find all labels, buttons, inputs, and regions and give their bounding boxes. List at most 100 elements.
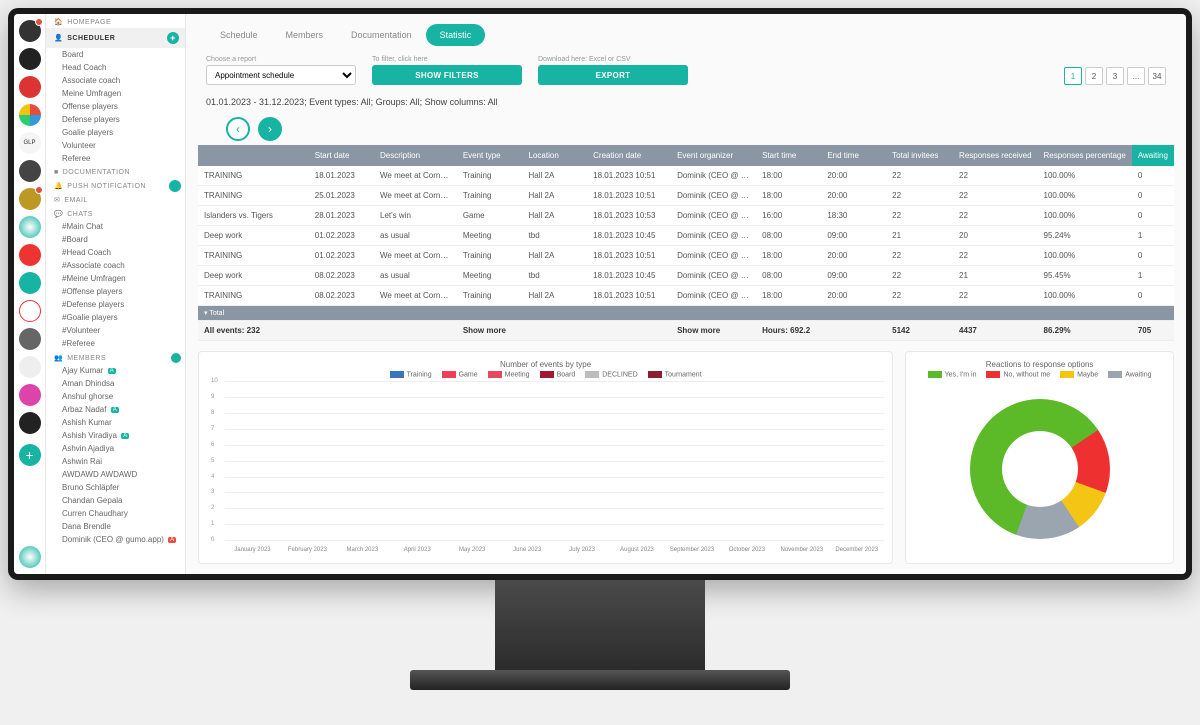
sidebar-item[interactable]: Aman Dhindsa — [46, 377, 185, 390]
column-header[interactable]: Description — [374, 145, 457, 166]
sidebar-item[interactable]: Chandan Gepala — [46, 494, 185, 507]
sidebar-item[interactable]: Volunteer — [46, 139, 185, 152]
rail-team-icon[interactable] — [19, 244, 41, 266]
table-row[interactable]: Deep work01.02.2023as usualMeetingtbd18.… — [198, 226, 1174, 246]
donut-chart — [914, 382, 1165, 555]
main-content: ScheduleMembersDocumentationStatistic Ch… — [186, 14, 1186, 574]
table-row[interactable]: Deep work08.02.2023as usualMeetingtbd18.… — [198, 266, 1174, 286]
summary-row: All events: 232Show moreShow moreHours: … — [198, 321, 1174, 341]
table-row[interactable]: TRAINING08.02.2023We meet at Corne...Tra… — [198, 286, 1174, 306]
rail-team-icon[interactable]: GLP — [19, 132, 41, 154]
rail-team-icon[interactable] — [19, 300, 41, 322]
sidebar-item[interactable]: Meine Umfragen — [46, 87, 185, 100]
sidebar-item[interactable]: Goalie players — [46, 126, 185, 139]
sidebar-item[interactable]: Head Coach — [46, 61, 185, 74]
bar-chart-title: Number of events by type — [207, 360, 884, 369]
sidebar-item[interactable]: Ajay Kumar A — [46, 364, 185, 377]
rail-team-icon[interactable] — [19, 160, 41, 182]
page-button[interactable]: 1 — [1064, 67, 1082, 85]
bar-chart-card: Number of events by type TrainingGameMee… — [198, 351, 893, 564]
sidebar-item[interactable]: Dominik (CEO @ gumo.app) A — [46, 533, 185, 546]
filter-label: To filter, click here — [372, 56, 522, 63]
nav-scheduler[interactable]: 👤 SCHEDULER — [46, 28, 185, 48]
sidebar-item[interactable]: AWDAWD AWDAWD — [46, 468, 185, 481]
table-row[interactable]: TRAINING25.01.2023We meet at Corne...Tra… — [198, 186, 1174, 206]
page-button[interactable]: ... — [1127, 67, 1145, 85]
rail-team-icon[interactable] — [19, 328, 41, 350]
column-header[interactable]: Awaiting — [1132, 145, 1174, 166]
sidebar-item[interactable]: #Associate coach — [46, 259, 185, 272]
page-button[interactable]: 34 — [1148, 67, 1166, 85]
column-header[interactable]: Start time — [756, 145, 821, 166]
column-header[interactable]: Location — [523, 145, 588, 166]
nav-members[interactable]: 👥 MEMBERS — [46, 350, 185, 364]
table-row[interactable]: TRAINING01.02.2023We meet at Corne...Tra… — [198, 246, 1174, 266]
sidebar-item[interactable]: Ashvin Ajadiya — [46, 442, 185, 455]
sidebar-item[interactable]: Offense players — [46, 100, 185, 113]
column-header[interactable]: Event type — [457, 145, 523, 166]
rail-settings-icon[interactable] — [19, 546, 41, 568]
column-header[interactable]: Responses percentage — [1038, 145, 1132, 166]
tab-statistic[interactable]: Statistic — [426, 24, 486, 46]
sidebar-item[interactable]: #Main Chat — [46, 220, 185, 233]
sidebar-item[interactable]: #Defense players — [46, 298, 185, 311]
column-header[interactable]: Creation date — [587, 145, 671, 166]
show-filters-button[interactable]: SHOW FILTERS — [372, 65, 522, 85]
sidebar-item[interactable]: #Offense players — [46, 285, 185, 298]
sidebar-item[interactable]: Dana Brendle — [46, 520, 185, 533]
sidebar-item[interactable]: #Board — [46, 233, 185, 246]
legend-item: Awaiting — [1108, 371, 1151, 378]
column-header[interactable]: Responses received — [953, 145, 1037, 166]
rail-team-icon[interactable] — [19, 356, 41, 378]
page-button[interactable]: 3 — [1106, 67, 1124, 85]
rail-team-icon[interactable] — [19, 48, 41, 70]
rail-team-icon[interactable] — [19, 20, 41, 42]
sidebar-item[interactable]: Arbaz Nadaf A — [46, 403, 185, 416]
sidebar-item[interactable]: Ashwin Rai — [46, 455, 185, 468]
sidebar-item[interactable]: Bruno Schläpfer — [46, 481, 185, 494]
sidebar-item[interactable]: #Volunteer — [46, 324, 185, 337]
sidebar-item[interactable]: Ashish Kumar — [46, 416, 185, 429]
sidebar-item[interactable]: Associate coach — [46, 74, 185, 87]
column-header[interactable]: End time — [821, 145, 886, 166]
table-row[interactable]: TRAINING18.01.2023We meet at Corne...Tra… — [198, 166, 1174, 186]
sidebar-item[interactable]: Referee — [46, 152, 185, 165]
rail-team-icon[interactable] — [19, 272, 41, 294]
nav-email[interactable]: ✉ EMAIL — [46, 192, 185, 206]
nav-push[interactable]: 🔔 PUSH NOTIFICATION — [46, 178, 185, 192]
rail-team-icon[interactable] — [19, 104, 41, 126]
rail-add-button[interactable]: + — [19, 444, 41, 466]
report-select[interactable]: Appointment schedule — [206, 65, 356, 85]
rail-team-icon[interactable] — [19, 384, 41, 406]
export-button[interactable]: EXPORT — [538, 65, 688, 85]
nav-chats[interactable]: 💬 CHATS — [46, 206, 185, 220]
column-header[interactable]: Total invitees — [886, 145, 953, 166]
sidebar-item[interactable]: #Referee — [46, 337, 185, 350]
sidebar-item[interactable]: Ashish Viradiya A — [46, 429, 185, 442]
prev-arrow-button[interactable]: ‹ — [226, 117, 250, 141]
tab-schedule[interactable]: Schedule — [206, 24, 272, 46]
nav-documentation[interactable]: ■ DOCUMENTATION — [46, 165, 185, 178]
pagination: 123...34 — [1064, 67, 1166, 85]
table-row[interactable]: Islanders vs. Tigers28.01.2023Let's winG… — [198, 206, 1174, 226]
nav-homepage[interactable]: 🏠 HOMEPAGE — [46, 14, 185, 28]
rail-team-icon[interactable] — [19, 216, 41, 238]
next-arrow-button[interactable]: › — [258, 117, 282, 141]
sidebar-item[interactable]: Defense players — [46, 113, 185, 126]
page-button[interactable]: 2 — [1085, 67, 1103, 85]
tab-members[interactable]: Members — [272, 24, 338, 46]
sidebar-item[interactable]: Curren Chaudhary — [46, 507, 185, 520]
rail-team-icon[interactable] — [19, 76, 41, 98]
total-row: ▾ Total — [198, 306, 1174, 321]
column-header[interactable] — [198, 145, 309, 166]
sidebar-item[interactable]: #Meine Umfragen — [46, 272, 185, 285]
rail-team-icon[interactable] — [19, 188, 41, 210]
sidebar-item[interactable]: Board — [46, 48, 185, 61]
column-header[interactable]: Event organizer — [671, 145, 756, 166]
tab-documentation[interactable]: Documentation — [337, 24, 426, 46]
rail-team-icon[interactable] — [19, 412, 41, 434]
sidebar-item[interactable]: #Goalie players — [46, 311, 185, 324]
column-header[interactable]: Start date — [309, 145, 374, 166]
sidebar-item[interactable]: #Head Coach — [46, 246, 185, 259]
sidebar-item[interactable]: Anshul ghorse — [46, 390, 185, 403]
